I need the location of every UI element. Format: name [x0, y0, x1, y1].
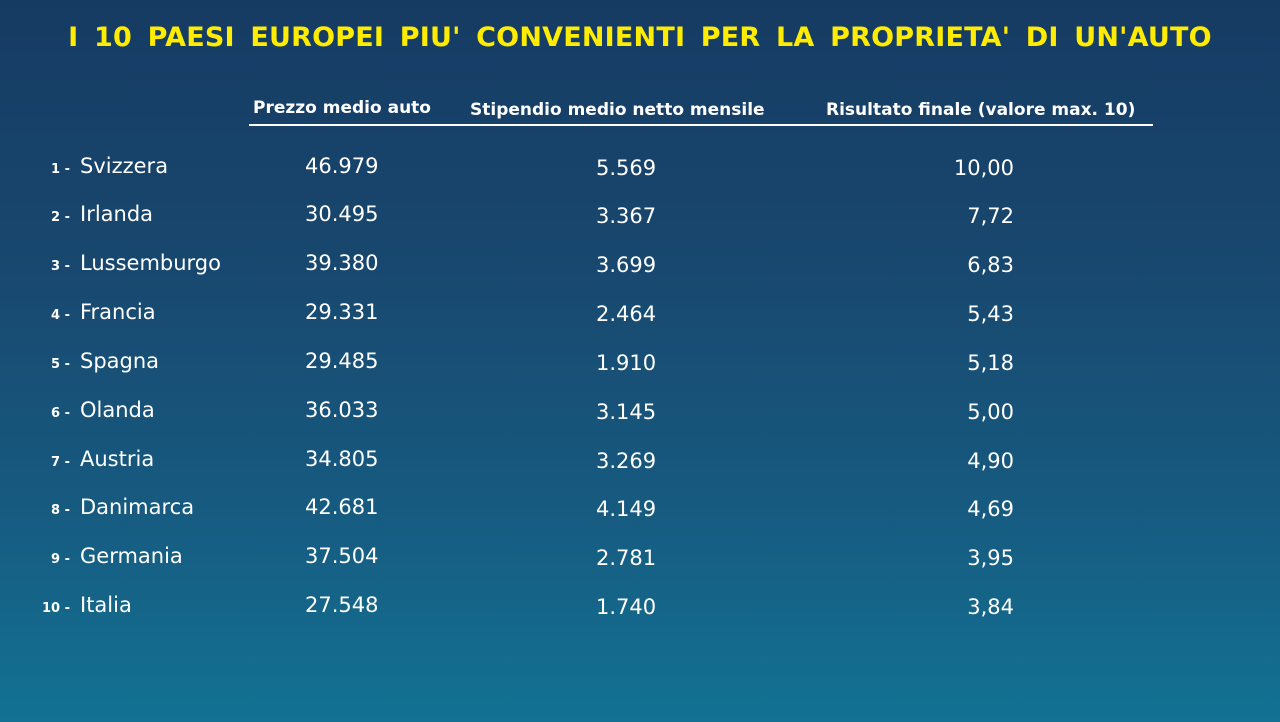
- final-score: 5,18: [967, 351, 1014, 375]
- average-net-salary: 3.367: [596, 204, 657, 228]
- rank-label: 1 -: [51, 162, 70, 177]
- rank-label: 6 -: [51, 406, 70, 421]
- average-car-price: 29.485: [305, 349, 379, 373]
- average-car-price: 46.979: [305, 154, 379, 178]
- average-net-salary: 5.569: [596, 156, 657, 180]
- table-row: 10 - Italia 27.548 1.740 3,84: [0, 593, 1280, 633]
- country-name: Danimarca: [80, 495, 195, 519]
- average-car-price: 34.805: [305, 447, 379, 471]
- rank-label: 4 -: [51, 308, 70, 323]
- country-name: Francia: [80, 300, 156, 324]
- country-name: Svizzera: [80, 154, 169, 178]
- average-net-salary: 2.781: [596, 546, 657, 570]
- final-score: 6,83: [967, 253, 1014, 277]
- header-divider: [249, 124, 1153, 126]
- average-net-salary: 4.149: [596, 497, 657, 521]
- average-net-salary: 3.145: [596, 400, 657, 424]
- country-name: Germania: [80, 544, 183, 568]
- rank-label: 9 -: [51, 552, 70, 567]
- column-header-price: Prezzo medio auto: [253, 98, 431, 118]
- table-row: 5 - Spagna 29.485 1.910 5,18: [0, 349, 1280, 389]
- table-row: 3 - Lussemburgo 39.380 3.699 6,83: [0, 251, 1280, 291]
- rank-label: 2 -: [51, 210, 70, 225]
- average-net-salary: 3.699: [596, 253, 657, 277]
- rank-label: 8 -: [51, 503, 70, 518]
- table-row: 9 - Germania 37.504 2.781 3,95: [0, 544, 1280, 584]
- table-row: 7 - Austria 34.805 3.269 4,90: [0, 447, 1280, 487]
- country-name: Lussemburgo: [80, 251, 221, 275]
- final-score: 4,90: [967, 449, 1014, 473]
- country-name: Olanda: [80, 398, 155, 422]
- final-score: 3,84: [967, 595, 1014, 619]
- rank-label: 10 -: [41, 601, 70, 616]
- average-net-salary: 2.464: [596, 302, 657, 326]
- final-score: 5,43: [967, 302, 1014, 326]
- average-car-price: 39.380: [305, 251, 379, 275]
- average-car-price: 29.331: [305, 300, 379, 324]
- average-net-salary: 3.269: [596, 449, 657, 473]
- table-row: 1 - Svizzera 46.979 5.569 10,00: [0, 154, 1280, 194]
- average-car-price: 30.495: [305, 202, 379, 226]
- country-name: Austria: [80, 447, 155, 471]
- table-row: 8 - Danimarca 42.681 4.149 4,69: [0, 495, 1280, 535]
- average-car-price: 37.504: [305, 544, 379, 568]
- country-name: Spagna: [80, 349, 160, 373]
- country-name: Irlanda: [80, 202, 154, 226]
- average-car-price: 42.681: [305, 495, 379, 519]
- final-score: 10,00: [953, 156, 1014, 180]
- average-car-price: 27.548: [305, 593, 379, 617]
- rank-label: 5 -: [51, 357, 70, 372]
- rank-label: 3 -: [51, 259, 70, 274]
- average-net-salary: 1.740: [596, 595, 657, 619]
- column-header-score: Risultato finale (valore max. 10): [826, 100, 1136, 120]
- table-row: 4 - Francia 29.331 2.464 5,43: [0, 300, 1280, 340]
- column-header-salary: Stipendio medio netto mensile: [470, 100, 765, 120]
- final-score: 5,00: [967, 400, 1014, 424]
- final-score: 7,72: [967, 204, 1014, 228]
- average-net-salary: 1.910: [596, 351, 657, 375]
- country-name: Italia: [80, 593, 132, 617]
- average-car-price: 36.033: [305, 398, 379, 422]
- table-row: 6 - Olanda 36.033 3.145 5,00: [0, 398, 1280, 438]
- rank-label: 7 -: [51, 455, 70, 470]
- page-title: I 10 PAESI EUROPEI PIU' CONVENIENTI PER …: [68, 22, 1212, 53]
- final-score: 3,95: [967, 546, 1014, 570]
- final-score: 4,69: [967, 497, 1014, 521]
- table-row: 2 - Irlanda 30.495 3.367 7,72: [0, 202, 1280, 242]
